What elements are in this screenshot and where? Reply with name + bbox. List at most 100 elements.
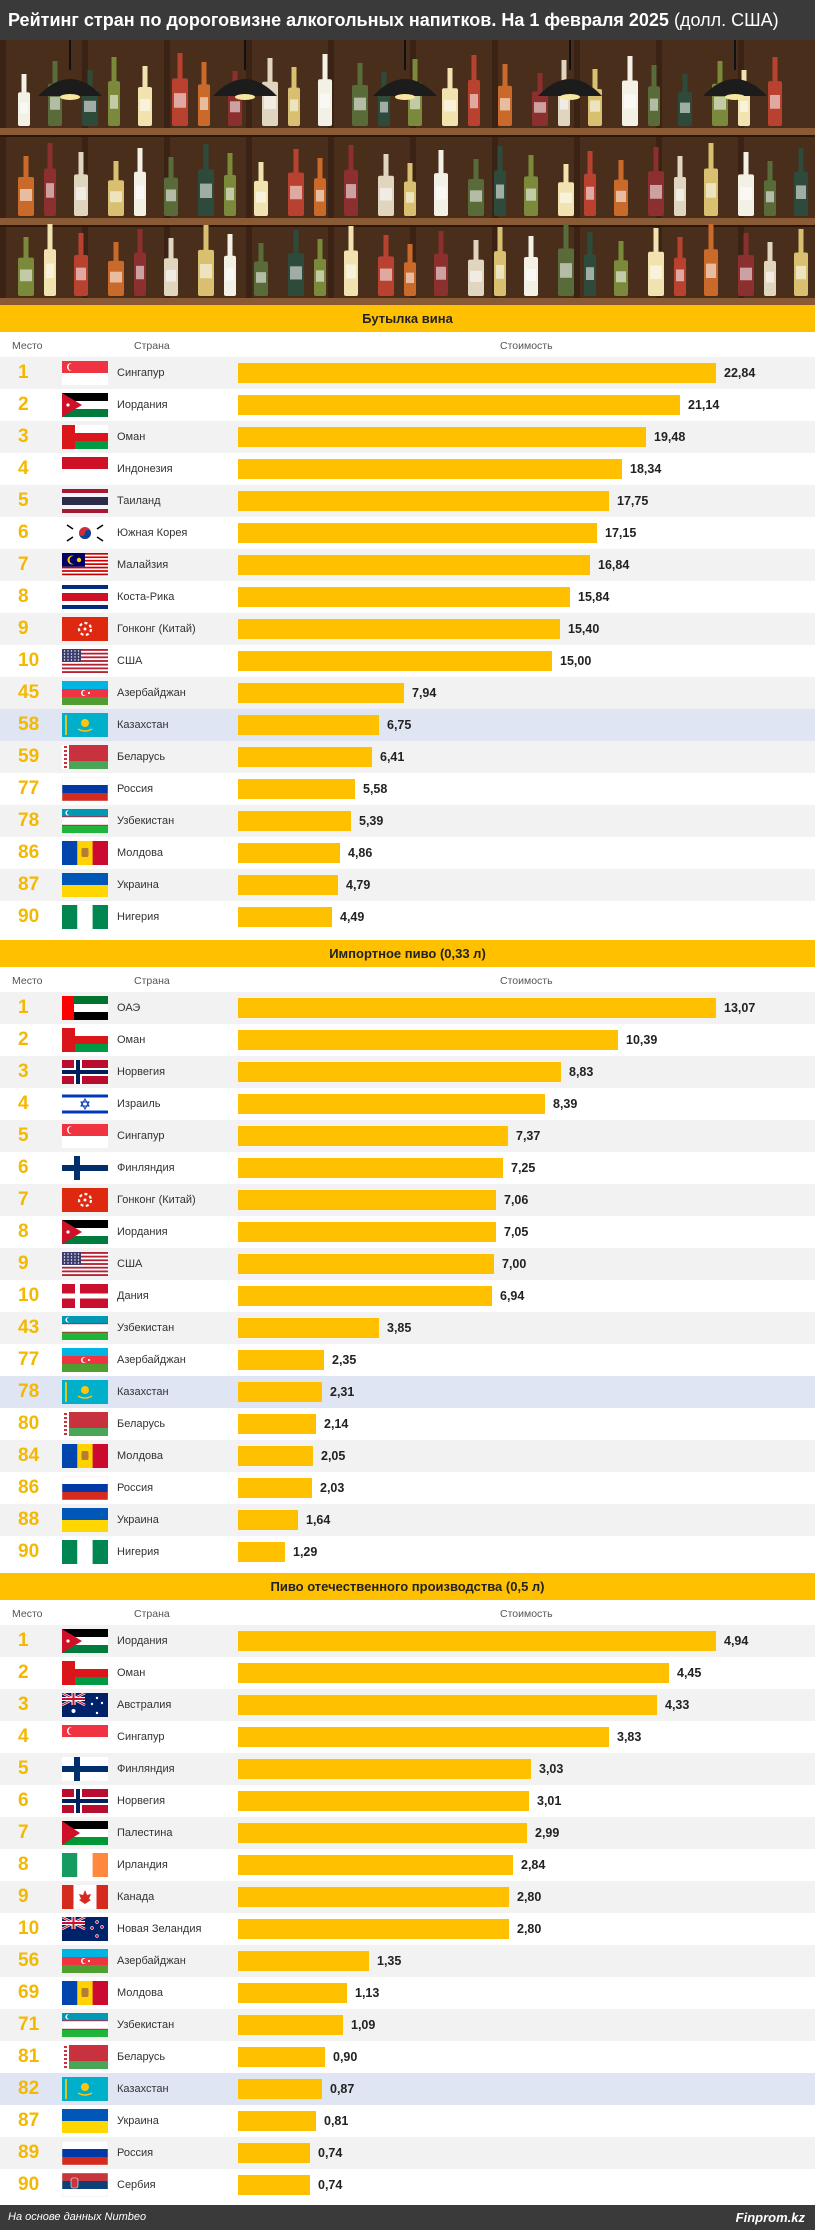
country-label: Узбекистан — [117, 1322, 175, 1334]
table-row: 77 Азербайджан 2,35 — [0, 1344, 815, 1376]
nigeria-flag-icon — [62, 905, 108, 929]
bar — [238, 779, 355, 799]
value-label: 15,84 — [578, 590, 610, 604]
column-header-rank: Место — [12, 1608, 43, 1620]
section-imported-beer: Импортное пиво (0,33 л) Место Страна Сто… — [0, 940, 815, 1575]
column-header-cost: Стоимость — [500, 975, 553, 987]
table-row: 9 США 7,00 — [0, 1248, 815, 1280]
table-row: 45 Азербайджан 7,94 — [0, 677, 815, 709]
value-label: 13,07 — [724, 1001, 756, 1015]
value-label: 7,94 — [412, 686, 437, 700]
bar — [238, 1542, 285, 1562]
bottle-shelves-image — [0, 40, 815, 305]
table-row: 6 Норвегия 3,01 — [0, 1785, 815, 1817]
costarica-flag-icon — [62, 585, 108, 609]
country-label: Канада — [117, 1891, 155, 1903]
table-row: 80 Беларусь 2,14 — [0, 1408, 815, 1440]
value-label: 2,99 — [535, 1826, 560, 1840]
bar — [238, 747, 372, 767]
country-label: Иордания — [117, 1635, 168, 1647]
value-label: 2,31 — [330, 1385, 355, 1399]
rank-label: 90 — [18, 1541, 40, 1562]
moldova-flag-icon — [62, 1444, 108, 1468]
table-row: 1 Иордания 4,94 — [0, 1625, 815, 1657]
jordan-flag-icon — [62, 1220, 108, 1244]
bar — [238, 811, 351, 831]
country-label: Молдова — [117, 1450, 163, 1462]
value-label: 0,74 — [318, 2146, 343, 2160]
rank-label: 81 — [18, 2046, 40, 2067]
rank-label: 78 — [18, 810, 40, 831]
value-label: 4,94 — [724, 1634, 749, 1648]
bar — [238, 1414, 316, 1434]
norway-flag-icon — [62, 1060, 108, 1084]
value-label: 17,75 — [617, 494, 649, 508]
oman-flag-icon — [62, 425, 108, 449]
value-label: 5,58 — [363, 782, 388, 796]
table-row: 7 Гонконг (Китай) 7,06 — [0, 1184, 815, 1216]
value-label: 1,09 — [351, 2018, 376, 2032]
table-row: 90 Нигерия 1,29 — [0, 1536, 815, 1568]
value-label: 3,83 — [617, 1730, 642, 1744]
serbia-flag-icon — [61, 2172, 109, 2198]
country-label: Россия — [117, 783, 154, 795]
rank-label: 84 — [18, 1445, 40, 1466]
rank-label: 6 — [18, 1157, 29, 1178]
rank-label: 8 — [18, 1854, 29, 1875]
value-label: 2,84 — [521, 1858, 546, 1872]
table-row: 3 Оман 19,48 — [0, 421, 815, 453]
table-row: 90 Сербия 0,74 — [0, 2169, 815, 2201]
value-label: 7,05 — [504, 1225, 529, 1239]
rank-label: 1 — [18, 362, 29, 383]
uzbekistan-flag-icon — [62, 809, 108, 833]
country-label: Сингапур — [117, 1130, 165, 1142]
usa-flag-icon — [62, 1252, 108, 1277]
bar — [238, 1062, 561, 1082]
value-label: 2,80 — [517, 1890, 542, 1904]
value-label: 2,03 — [320, 1481, 345, 1495]
source-note: На основе данных Numbeo — [8, 2211, 147, 2223]
oman-flag-icon — [62, 1028, 108, 1052]
finland-flag-icon — [62, 1757, 108, 1781]
rank-label: 88 — [18, 1509, 40, 1530]
bar — [238, 1983, 347, 2003]
country-label: Новая Зеландия — [117, 1923, 202, 1935]
country-label: Индонезия — [117, 463, 173, 475]
value-label: 0,87 — [330, 2082, 355, 2096]
bar — [238, 1510, 298, 1530]
bar — [238, 1759, 531, 1779]
country-label: Иордания — [117, 399, 168, 411]
value-label: 19,48 — [654, 430, 686, 444]
rank-label: 5 — [18, 490, 29, 511]
bar — [238, 1254, 494, 1274]
russia-flag-icon — [61, 2140, 109, 2166]
title-unit: (долл. США) — [673, 10, 779, 30]
country-label: Беларусь — [117, 751, 166, 763]
bar — [238, 998, 716, 1018]
hongkong-flag-icon — [62, 1188, 108, 1212]
country-label: Норвегия — [117, 1066, 166, 1078]
rank-label: 9 — [18, 1886, 29, 1907]
value-label: 7,25 — [511, 1161, 536, 1175]
country-label: Украина — [117, 2115, 159, 2127]
rank-label: 7 — [18, 554, 29, 575]
value-label: 22,84 — [724, 366, 756, 380]
bar — [238, 459, 622, 479]
country-label: Норвегия — [117, 1795, 166, 1807]
bar — [238, 523, 597, 543]
newzealand-flag-icon — [61, 1915, 108, 1941]
table-row: 5 Финляндия 3,03 — [0, 1753, 815, 1785]
value-label: 16,84 — [598, 558, 630, 572]
section-title: Импортное пиво (0,33 л) — [0, 940, 815, 967]
country-label: Оман — [117, 431, 146, 443]
table-row: 10 Дания 6,94 — [0, 1280, 815, 1312]
rank-label: 4 — [18, 458, 29, 479]
table-row: 9 Канада 2,80 — [0, 1881, 815, 1913]
rank-label: 8 — [18, 586, 29, 607]
value-label: 1,13 — [355, 1986, 380, 2000]
value-label: 18,34 — [630, 462, 662, 476]
rank-label: 9 — [18, 1253, 29, 1274]
bar — [238, 1030, 618, 1050]
country-label: Нигерия — [117, 1546, 160, 1558]
table-row: 3 Австралия 4,33 — [0, 1689, 815, 1721]
